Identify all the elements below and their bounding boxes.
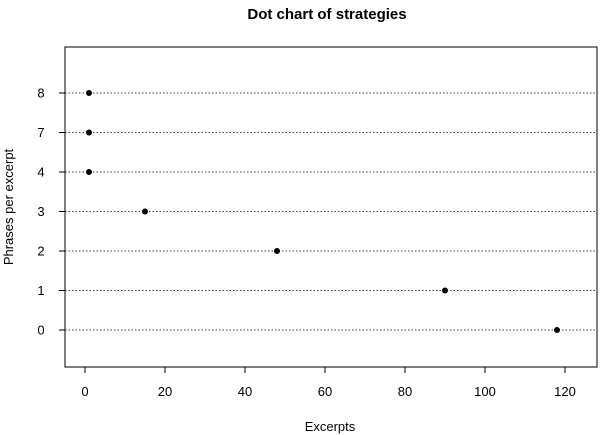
grid-lines [65, 92, 597, 331]
data-point [86, 169, 92, 175]
data-point [86, 129, 92, 136]
y-tick-label: 1 [37, 283, 44, 298]
x-tick-label: 0 [81, 384, 88, 399]
x-tick-label: 20 [158, 384, 172, 399]
data-point [442, 287, 448, 294]
x-axis: 0 20 40 60 80 100 120 [81, 367, 576, 399]
chart-title: Dot chart of strategies [247, 6, 406, 23]
data-point [554, 327, 560, 333]
x-tick-label: 60 [318, 384, 332, 399]
data-points [86, 90, 560, 333]
y-axis-label: Phrases per excerpt [1, 148, 16, 265]
plot-frame [64, 46, 598, 368]
y-tick-label: 0 [37, 323, 44, 338]
x-tick-label: 100 [474, 384, 496, 399]
y-tick-label: 8 [37, 86, 44, 101]
y-axis: 0 1 2 3 4 7 8 [37, 86, 65, 338]
x-tick-label: 80 [398, 384, 412, 399]
x-tick-label: 120 [554, 384, 576, 399]
x-axis-label: Excerpts [305, 419, 356, 434]
y-tick-label: 7 [37, 125, 44, 140]
y-tick-label: 4 [37, 165, 44, 180]
data-point [142, 208, 148, 215]
y-tick-label: 2 [37, 244, 44, 259]
y-tick-label: 3 [37, 204, 44, 219]
data-point [274, 248, 280, 254]
x-tick-label: 40 [238, 384, 252, 399]
data-point [86, 90, 92, 96]
